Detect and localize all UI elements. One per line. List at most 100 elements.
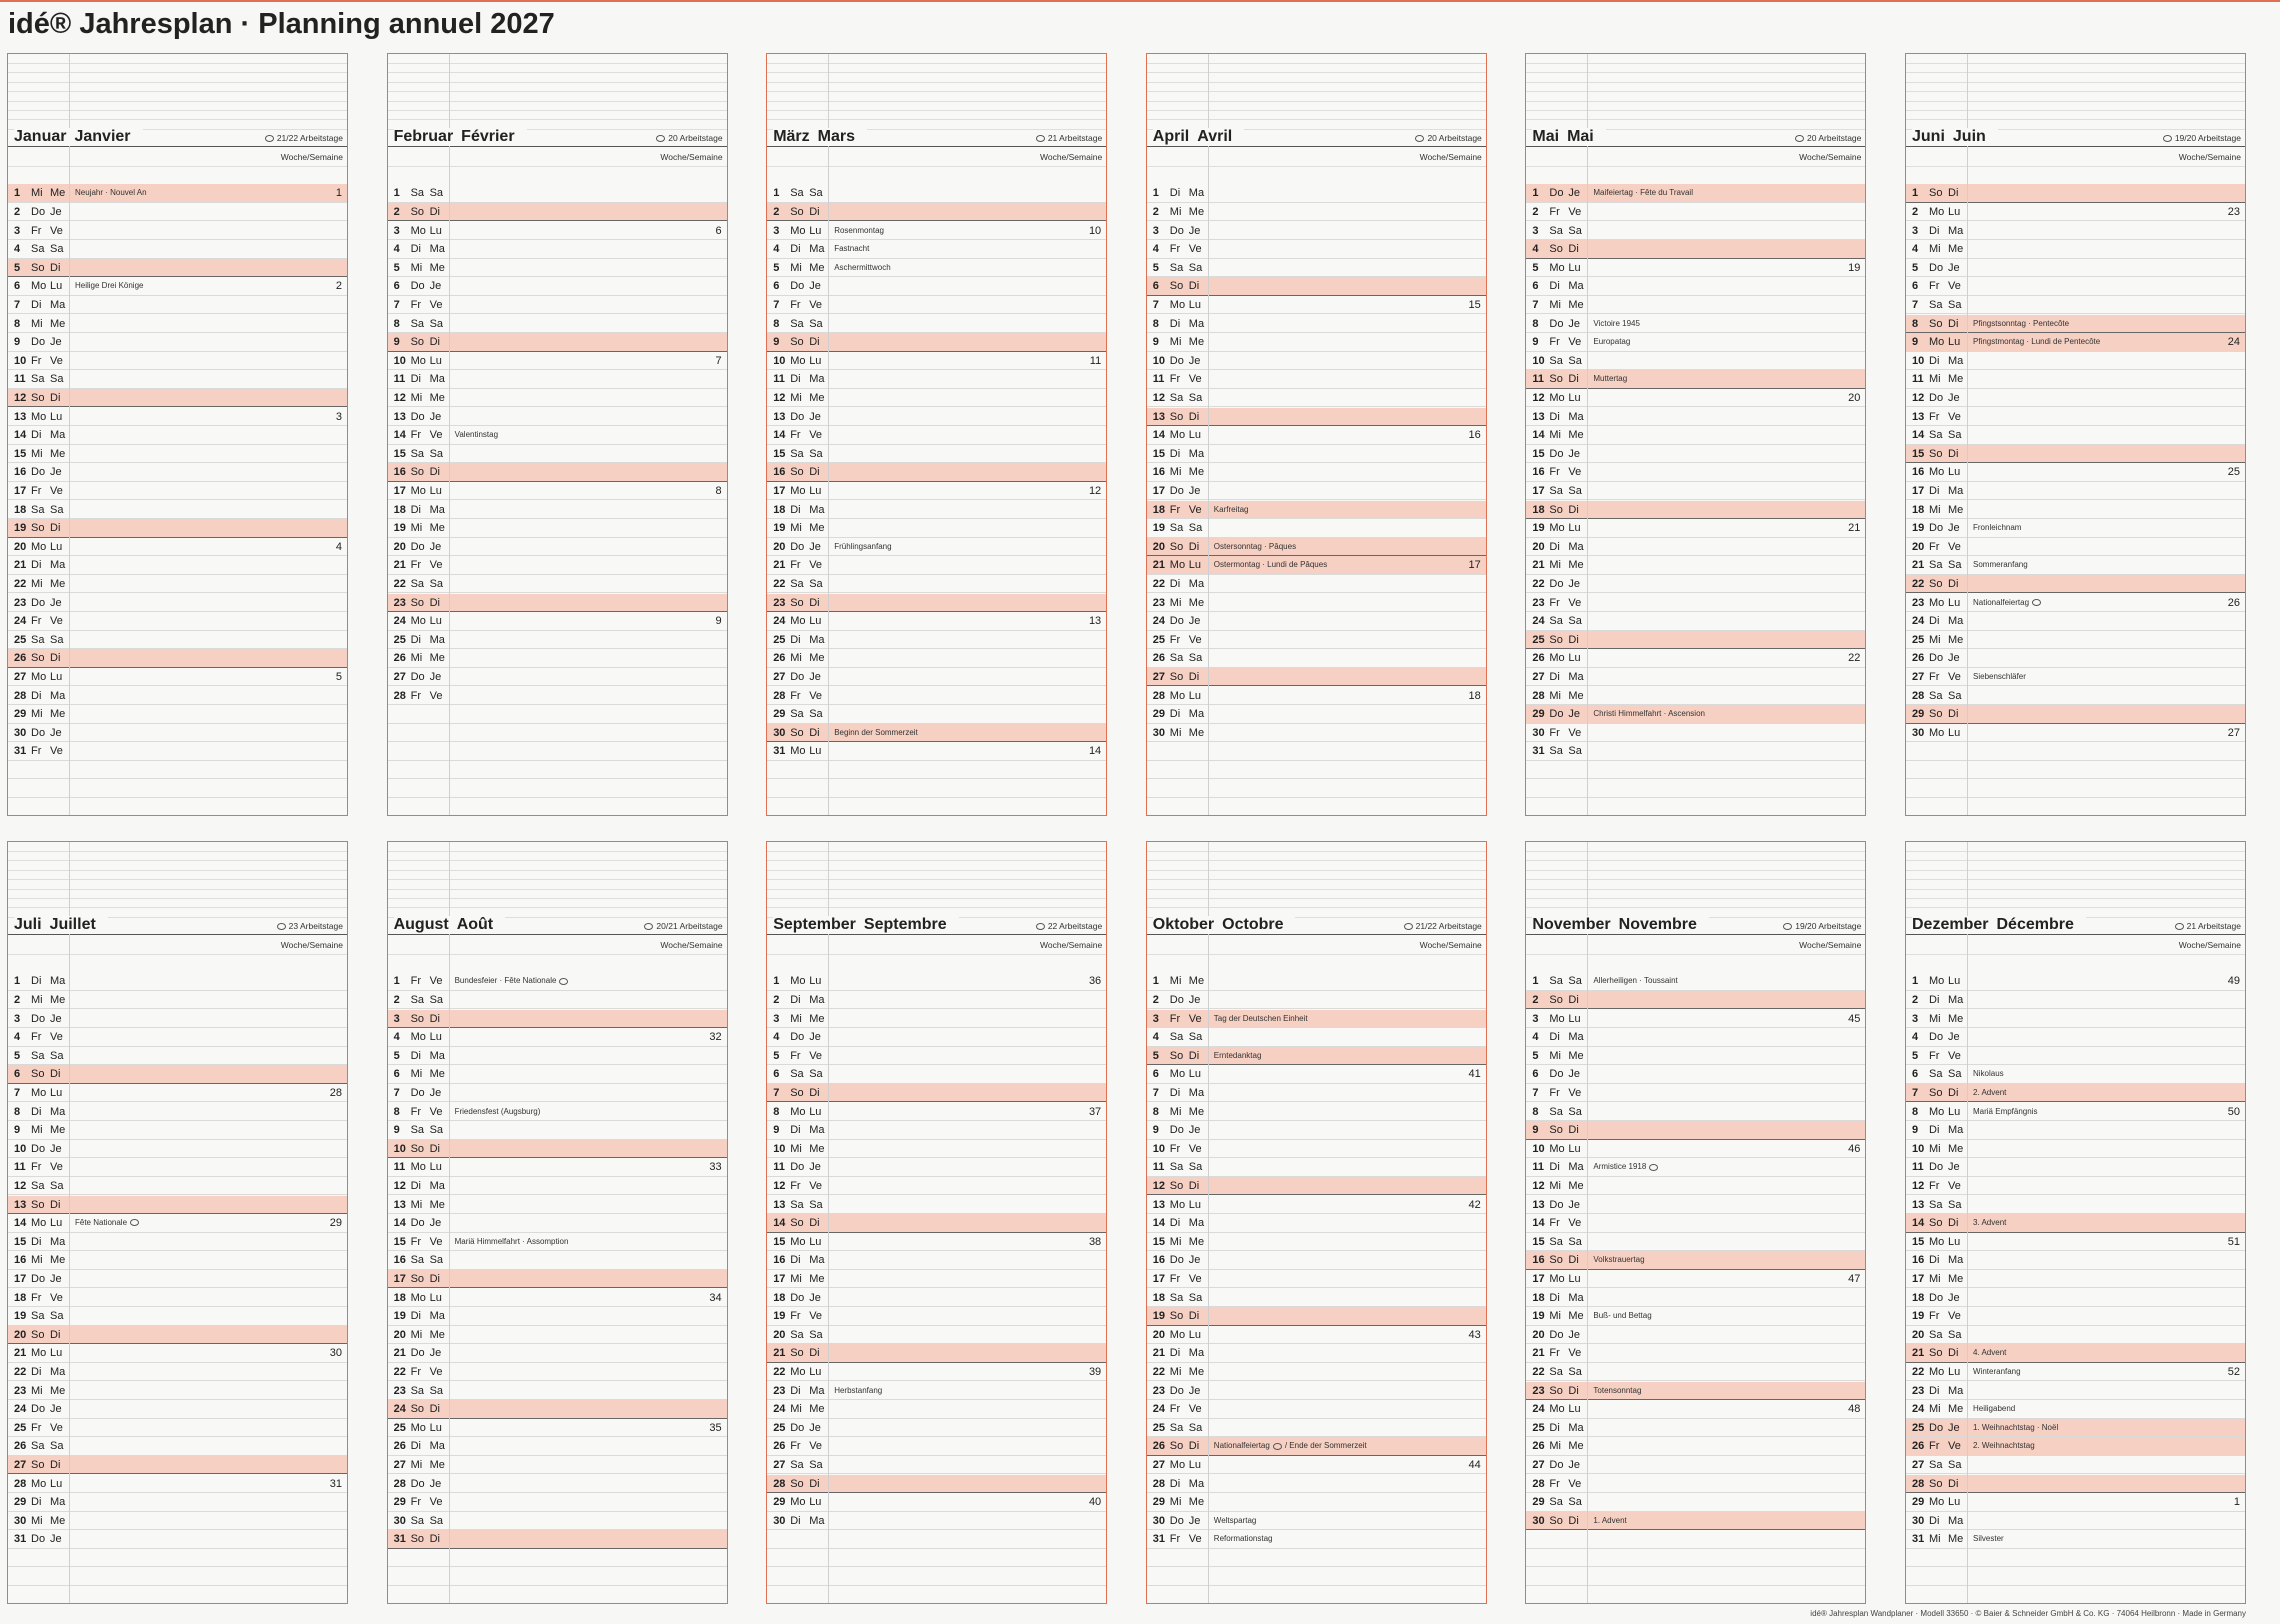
weekday-de: Fr xyxy=(1549,1477,1560,1490)
weekday-de: Fr xyxy=(1929,1179,1940,1192)
day-number: 28 xyxy=(773,689,786,702)
writing-line xyxy=(8,81,347,83)
day-number: 25 xyxy=(1152,1421,1166,1434)
day-row: 26 Sa Sa xyxy=(1146,649,1486,668)
weekday-de: Di xyxy=(1929,1124,1940,1137)
day-row: 11 Mo Lu 33 xyxy=(387,1158,727,1177)
writing-line xyxy=(767,907,1107,909)
day-number: 23 xyxy=(1152,1384,1166,1397)
weekday-de: Do xyxy=(1549,577,1564,590)
writing-line xyxy=(8,851,347,852)
day-row: 9 Mi Me xyxy=(8,1121,347,1140)
day-number: 20 xyxy=(1532,540,1545,553)
day-row: 25 So Di xyxy=(1526,630,1866,650)
day-note: Bundesfeier · Fête Nationale xyxy=(455,972,572,990)
weekday-fr: Ma xyxy=(50,1496,66,1509)
day-row: 10 Mo Lu 46 xyxy=(1526,1140,1866,1159)
day-row: 15 Mo Lu 38 xyxy=(767,1233,1107,1252)
day-row: 8 Mo Lu Mariä Empfängnis 50 xyxy=(1906,1103,2245,1122)
weekday-de: Do xyxy=(1549,1458,1564,1471)
weekday-de: Mi xyxy=(790,1272,802,1285)
writing-line xyxy=(767,72,1107,74)
day-row: 19 Di Ma xyxy=(387,1307,727,1326)
month-name-de: November xyxy=(1532,916,1611,933)
day-row: 18 So Di xyxy=(1526,500,1866,520)
day-number: 13 xyxy=(14,410,27,423)
day-number: 16 xyxy=(393,1254,406,1267)
day-row: 30 Do Je xyxy=(8,724,347,743)
day-row: 22 Di Ma xyxy=(8,1363,347,1382)
day-row: 12 Mi Me xyxy=(387,389,727,408)
day-row: 17 Mi Me xyxy=(767,1270,1107,1289)
weekday-fr: Sa xyxy=(1948,429,1962,442)
weekday-de: Fr xyxy=(1929,540,1940,553)
week-number: 28 xyxy=(329,1086,342,1099)
day-row: 3 Mo Lu Rosenmontag 10 xyxy=(767,222,1107,241)
day-row: 8 Mo Lu 37 xyxy=(767,1103,1107,1122)
week-header: Woche/Semaine xyxy=(1799,152,1862,162)
header-rule xyxy=(1146,934,1486,935)
day-number: 26 xyxy=(1152,652,1166,665)
weekday-fr: Ve xyxy=(1188,373,1202,386)
workdays-label: 21 Arbeitstage xyxy=(2186,921,2241,931)
day-row: 2 So Di xyxy=(767,202,1107,222)
weekday-fr: Ve xyxy=(1188,503,1202,516)
day-row: 5 Mi Me xyxy=(387,259,727,278)
weekday-de: Sa xyxy=(1169,261,1184,274)
day-row: 19 So Di xyxy=(1146,1307,1486,1326)
weekday-de: Di xyxy=(1169,317,1181,330)
day-row: 20 Do Je Frühlingsanfang xyxy=(767,538,1107,557)
empty-row xyxy=(387,1568,727,1587)
day-row: 4 Sa Sa xyxy=(8,240,347,259)
weekday-fr: Me xyxy=(50,1514,66,1527)
icon xyxy=(264,135,274,143)
weekday-de: Mo xyxy=(790,975,806,988)
weekday-de: Mi xyxy=(410,1458,423,1471)
day-row: 9 Di Ma xyxy=(1906,1121,2245,1140)
day-row: 14 So Di xyxy=(767,1214,1107,1233)
day-row: 21 Sa Sa Sommeranfang xyxy=(1906,556,2245,575)
day-row: 14 Mi Me xyxy=(1526,426,1866,445)
writing-line xyxy=(1906,128,2245,130)
weekday-de: Di xyxy=(31,429,42,442)
weekday-de: Di xyxy=(1169,1217,1181,1230)
day-row: 28 Mi Me xyxy=(1526,687,1866,706)
empty-row xyxy=(1146,761,1486,780)
weekday-fr: Ma xyxy=(429,373,445,386)
day-number: 7 xyxy=(1532,298,1539,311)
day-number: 5 xyxy=(1912,261,1919,274)
weekday-de: Mi xyxy=(1929,243,1941,256)
day-number: 27 xyxy=(1912,1458,1925,1471)
weekday-fr: Je xyxy=(1948,261,1960,274)
day-number: 16 xyxy=(1152,466,1166,479)
empty-row xyxy=(388,798,727,815)
writing-line xyxy=(8,110,347,111)
note-text: Europatag xyxy=(1593,337,1631,347)
weekday-fr: Ma xyxy=(809,503,825,516)
writing-line xyxy=(1526,879,1866,881)
writing-line xyxy=(767,898,1107,899)
day-number: 14 xyxy=(1912,1217,1925,1230)
weekday-fr: Lu xyxy=(1188,298,1202,311)
week-number: 39 xyxy=(1088,1365,1102,1378)
day-number: 23 xyxy=(1912,596,1925,609)
weekday-de: So xyxy=(790,596,804,609)
day-number: 17 xyxy=(393,484,406,497)
weekday-fr: Ve xyxy=(1948,1440,1961,1453)
writing-line xyxy=(1526,907,1866,909)
day-row: 22 Mi Me xyxy=(8,575,347,594)
empty-row xyxy=(767,761,1107,780)
day-note: Muttertag xyxy=(1593,370,1627,388)
weekday-fr: Ve xyxy=(429,1365,443,1378)
weekday-de: Mi xyxy=(1549,1049,1561,1062)
day-number: 16 xyxy=(14,466,27,479)
day-row: 15 Do Je xyxy=(1526,445,1866,464)
header-rule xyxy=(387,934,727,935)
weekday-fr: Di xyxy=(50,1458,61,1471)
day-row: 10 Di Ma xyxy=(1906,352,2245,371)
week-number: 47 xyxy=(1848,1272,1861,1285)
month-name: Juli Juillet xyxy=(14,916,108,934)
weekday-fr: Ma xyxy=(50,689,66,702)
writing-line xyxy=(8,119,347,121)
